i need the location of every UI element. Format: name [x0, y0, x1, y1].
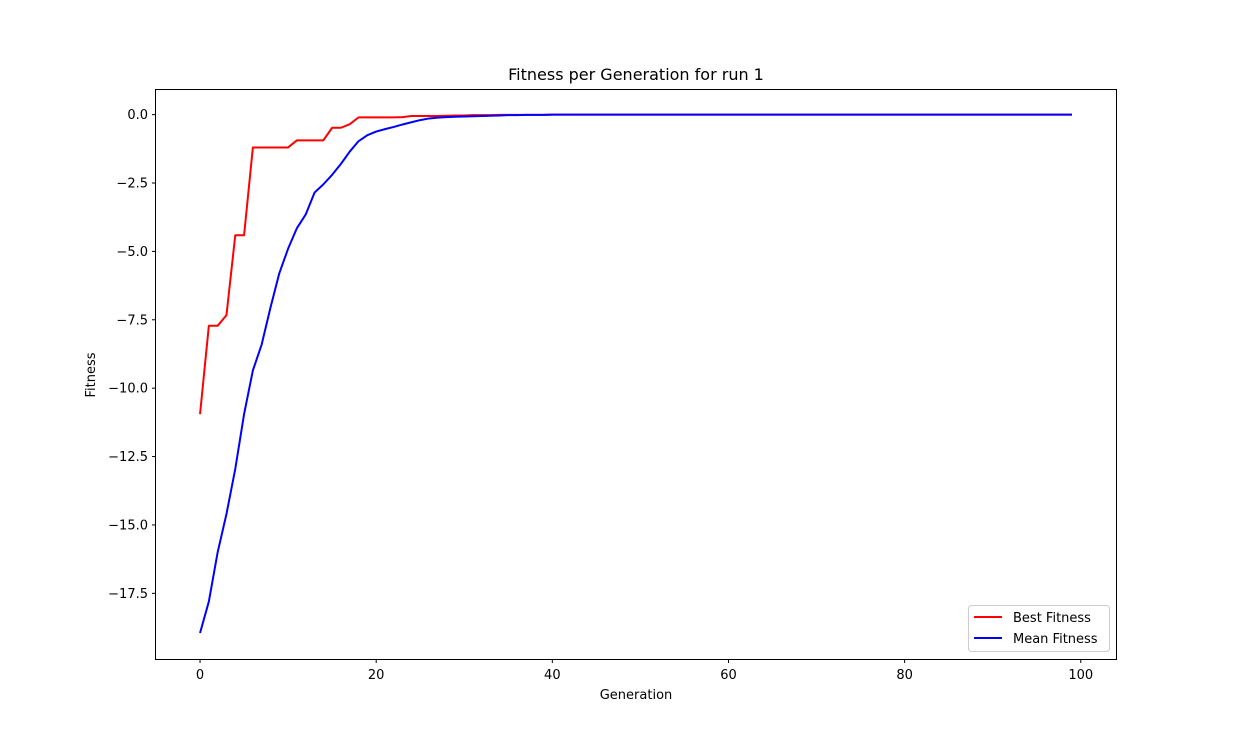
- legend-box: [968, 605, 1110, 652]
- y-tick-label: −2.5: [116, 177, 148, 192]
- legend: Best Fitness Mean Fitness: [968, 605, 1110, 652]
- chart-title: Fitness per Generation for run 1: [508, 65, 764, 84]
- x-axis-label: Generation: [600, 688, 673, 703]
- x-tick-label: 40: [544, 668, 561, 683]
- y-tick-label: −12.5: [108, 450, 148, 465]
- y-axis-label: Fitness: [84, 352, 99, 397]
- x-tick-label: 60: [720, 668, 737, 683]
- y-tick-label: −7.5: [116, 313, 148, 328]
- y-tick-label: −17.5: [108, 587, 148, 602]
- y-tick-label: −15.0: [108, 518, 148, 533]
- plot-frame: [155, 89, 1117, 660]
- series-line-mean-fitness: [199, 113, 1072, 634]
- legend-label-mean-fitness: Mean Fitness: [1013, 632, 1098, 647]
- legend-label-best-fitness: Best Fitness: [1013, 611, 1091, 626]
- y-tick-label: 0.0: [127, 108, 148, 123]
- y-axis: 0.0 −2.5 −5.0 −7.5 −10.0 −12.5 −15.0 −17.5: [108, 108, 156, 602]
- y-tick-label: −5.0: [116, 245, 148, 260]
- x-tick-label: 0: [196, 668, 204, 683]
- x-tick-label: 20: [368, 668, 385, 683]
- y-tick-label: −10.0: [108, 382, 148, 397]
- x-axis: 0 20 40 60 80 100: [196, 659, 1093, 683]
- x-tick-label: 100: [1068, 668, 1093, 683]
- series-layer: [199, 113, 1072, 634]
- x-tick-label: 80: [896, 668, 913, 683]
